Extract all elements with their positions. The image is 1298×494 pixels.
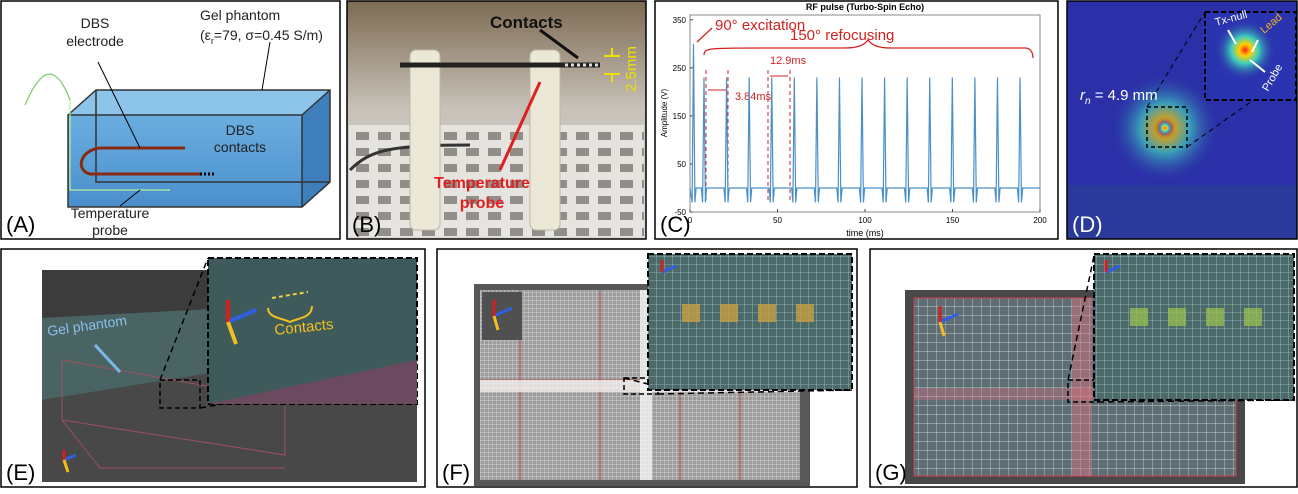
x-tick-label: 100 [858,216,872,225]
mesh-dense [1072,298,1092,476]
panel-f: (F) [437,249,857,487]
holder [530,50,560,230]
y-tick-label: 250 [673,64,687,73]
label: electrode [66,33,124,49]
label: = 4.9 mm [1091,87,1158,104]
page: {"panels":{ "a":{"label":"(A)","electrod… [0,0,1298,494]
box-front [68,115,302,207]
figure: DBS electrode Gel phantom (εr=79, σ=0.45… [0,0,1298,489]
panel-label: (A) [6,212,35,237]
panel-c: RF pulse (Turbo-Spin Echo) Amplitude (V)… [655,1,1058,239]
chart-title: RF pulse (Turbo-Spin Echo) [806,2,924,12]
panel-label: (B) [352,212,381,237]
y-tick-label: 350 [673,16,687,25]
y-tick-label: -50 [674,208,686,217]
label: Temperature [434,175,530,192]
heating-spot [1157,120,1173,136]
annotation: 3.84ms [735,91,772,103]
label: probe [460,195,505,212]
label: 2.5mm [623,46,640,92]
label: Temperature [71,205,150,221]
panel-label: (D) [1072,212,1103,237]
annotation: 12.9ms [770,55,807,67]
panel-g: (G) [870,249,1297,487]
y-axis-label: Amplitude (V) [660,88,669,137]
y-tick-label: 50 [677,160,686,169]
inset [648,254,852,390]
panel-a: DBS electrode Gel phantom (εr=79, σ=0.45… [1,1,340,239]
label: probe [92,222,128,238]
panel-label: (F) [442,460,470,485]
panel-d: Tx-null Lead Probe rn = 4.9 mm (D) [1067,1,1297,239]
panel-e: Gel phantom Contacts (E) [1,249,425,487]
panel-label: (E) [6,460,35,485]
x-tick-label: 200 [1033,216,1047,225]
annotation: 150° refocusing [790,27,894,44]
holder [410,50,440,230]
x-tick-label: 0 [688,216,693,225]
label: Contacts [490,13,563,32]
panel-b: Contacts 2.5mm Temperature probe (B) [347,1,646,239]
label: =79, σ=0.45 S/m) [214,27,323,43]
label: contacts [214,139,266,155]
panel-label: (G) [875,460,907,485]
x-tick-label: 150 [946,216,960,225]
label: Gel phantom [200,7,280,23]
plot-area [690,15,1040,212]
gizmo-bg [482,292,522,340]
x-tick-label: 50 [773,216,782,225]
box-top [68,90,330,115]
inset [1094,254,1294,400]
y-tick-label: 150 [673,112,687,121]
x-axis-label: time (ms) [846,228,884,238]
label: DBS [81,15,110,31]
label: (ε [200,27,211,43]
label: DBS [226,122,255,138]
